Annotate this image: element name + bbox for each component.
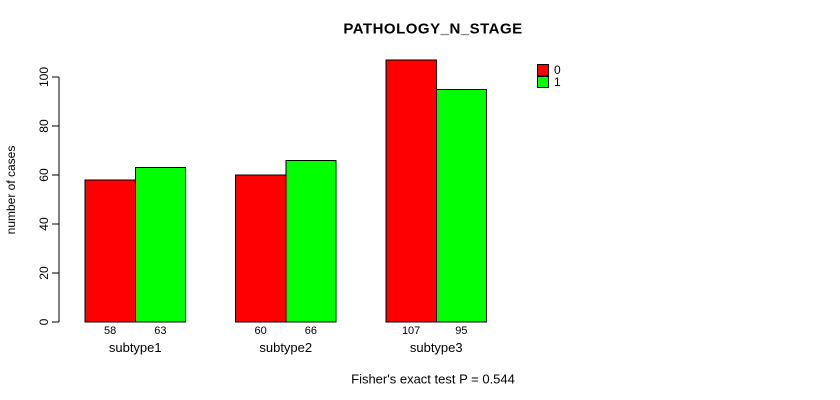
bar-value-label: 107 xyxy=(402,325,420,337)
bar-value-label: 63 xyxy=(154,325,166,337)
bar-value-label: 95 xyxy=(455,325,467,337)
legend-swatch-green xyxy=(537,76,549,88)
bar-subtype1-series1 xyxy=(134,167,186,323)
bar-value-label: 66 xyxy=(305,325,317,337)
category-label-subtype2: subtype2 xyxy=(259,340,312,355)
bar-value-label: 60 xyxy=(255,325,267,337)
y-tick-label: 20 xyxy=(37,266,51,280)
category-label-subtype1: subtype1 xyxy=(109,340,162,355)
y-tick-label: 0 xyxy=(37,318,51,325)
legend-item-series0: 0 xyxy=(537,64,561,76)
legend: 0 1 xyxy=(537,64,561,88)
y-tick-label: 40 xyxy=(37,217,51,231)
footer-caption: Fisher's exact test P = 0.544 xyxy=(351,371,515,387)
chart-title: PATHOLOGY_N_STAGE xyxy=(343,20,523,38)
category-label-subtype3: subtype3 xyxy=(410,340,463,355)
legend-label-series1: 1 xyxy=(554,75,561,89)
y-tick-label: 80 xyxy=(37,119,51,133)
bar-subtype3-series0 xyxy=(385,59,437,323)
bar-value-label: 58 xyxy=(104,325,116,337)
bar-subtype2-series0 xyxy=(235,174,287,323)
legend-item-series1: 1 xyxy=(537,76,561,88)
bar-subtype2-series1 xyxy=(285,159,337,323)
legend-label-series0: 0 xyxy=(554,63,561,77)
legend-swatch-red xyxy=(537,64,549,76)
bar-subtype3-series1 xyxy=(435,88,487,323)
bar-subtype1-series0 xyxy=(84,179,136,323)
y-tick-label: 100 xyxy=(37,67,51,87)
y-tick-label: 60 xyxy=(37,168,51,182)
